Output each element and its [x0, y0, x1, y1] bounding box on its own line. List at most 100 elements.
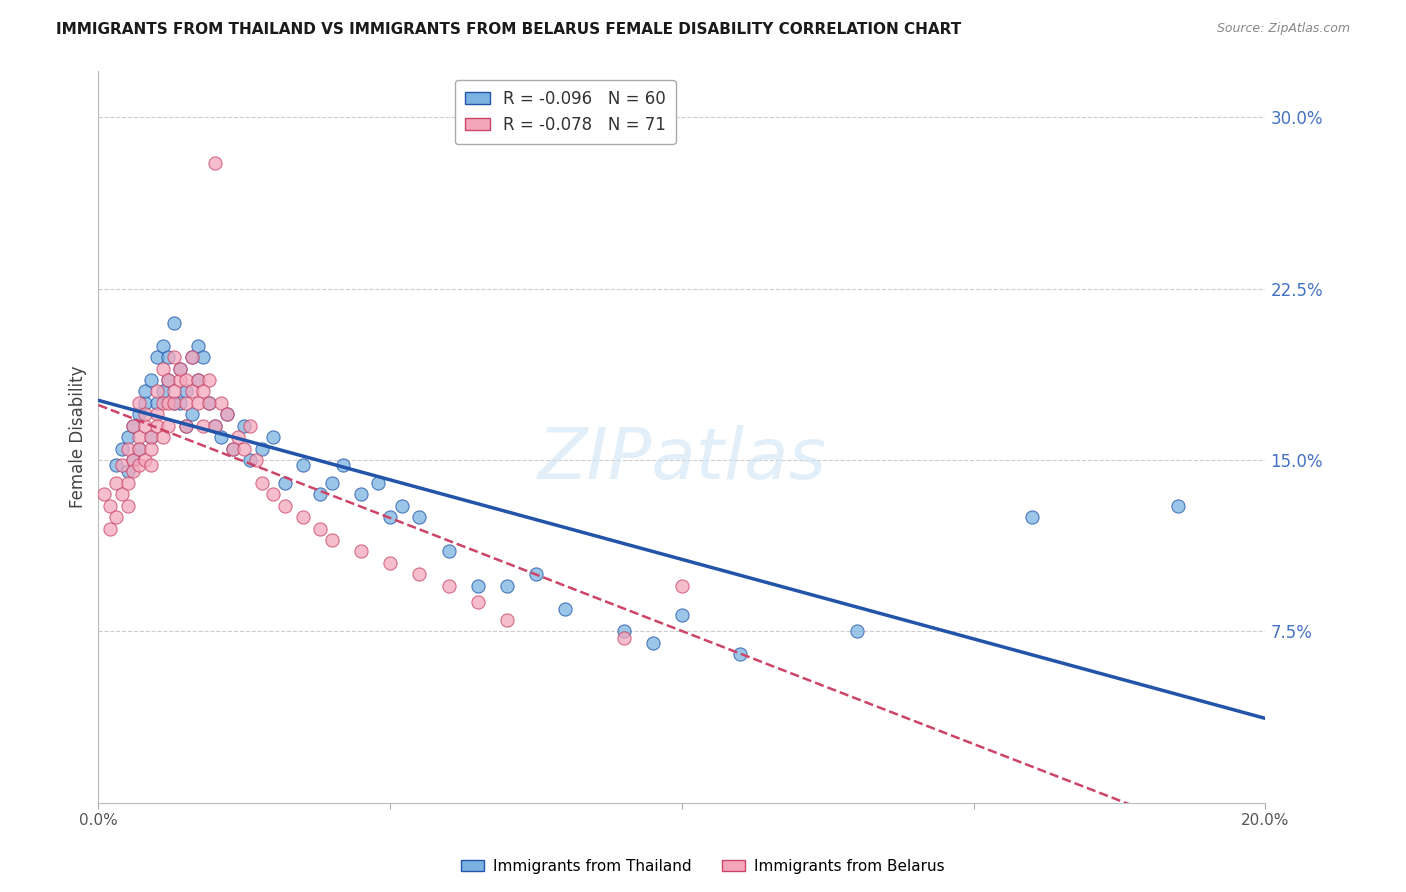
Point: [408, 567, 430, 582]
Point: [128, 407, 150, 421]
Point: [321, 475, 343, 490]
Point: [209, 396, 232, 410]
Point: [157, 350, 180, 364]
Point: [117, 430, 139, 444]
Point: [104, 475, 127, 490]
Point: [221, 442, 243, 456]
Point: [174, 418, 197, 433]
Point: [250, 442, 273, 456]
Point: [193, 418, 215, 433]
Point: [174, 418, 197, 433]
Point: [163, 350, 186, 364]
Point: [239, 453, 262, 467]
Point: [117, 499, 139, 513]
Point: [128, 458, 150, 472]
Point: [495, 579, 517, 593]
Point: [169, 361, 191, 376]
Point: [291, 458, 314, 472]
Point: [180, 350, 202, 364]
Point: [134, 384, 156, 399]
Point: [169, 396, 191, 410]
Point: [134, 453, 156, 467]
Point: [157, 373, 180, 387]
Point: [180, 384, 202, 399]
Text: IMMIGRANTS FROM THAILAND VS IMMIGRANTS FROM BELARUS FEMALE DISABILITY CORRELATIO: IMMIGRANTS FROM THAILAND VS IMMIGRANTS F…: [56, 22, 962, 37]
Point: [228, 430, 250, 444]
Point: [204, 418, 226, 433]
Point: [239, 418, 262, 433]
Point: [437, 544, 460, 558]
Point: [157, 373, 180, 387]
Point: [262, 487, 284, 501]
Legend: R = -0.096   N = 60, R = -0.078   N = 71: R = -0.096 N = 60, R = -0.078 N = 71: [454, 79, 676, 144]
Point: [98, 521, 121, 535]
Point: [245, 453, 267, 467]
Point: [204, 155, 226, 169]
Point: [180, 350, 202, 364]
Point: [139, 458, 162, 472]
Point: [111, 442, 134, 456]
Point: [122, 418, 145, 433]
Point: [309, 521, 332, 535]
Point: [174, 384, 197, 399]
Point: [146, 407, 169, 421]
Point: [187, 373, 209, 387]
Point: [378, 510, 402, 524]
Point: [146, 384, 169, 399]
Point: [437, 579, 460, 593]
Point: [728, 647, 751, 661]
Point: [193, 384, 215, 399]
Point: [117, 442, 139, 456]
Point: [274, 475, 297, 490]
Point: [139, 430, 162, 444]
Point: [612, 624, 634, 639]
Point: [250, 475, 273, 490]
Point: [117, 475, 139, 490]
Point: [152, 384, 174, 399]
Point: [174, 373, 197, 387]
Point: [187, 396, 209, 410]
Point: [152, 430, 174, 444]
Point: [122, 453, 145, 467]
Point: [128, 442, 150, 456]
Point: [163, 396, 186, 410]
Point: [122, 464, 145, 478]
Point: [98, 499, 121, 513]
Text: Source: ZipAtlas.com: Source: ZipAtlas.com: [1216, 22, 1350, 36]
Point: [152, 338, 174, 352]
Point: [845, 624, 868, 639]
Point: [204, 418, 226, 433]
Point: [198, 396, 221, 410]
Point: [367, 475, 389, 490]
Point: [128, 430, 150, 444]
Text: ZIPatlas: ZIPatlas: [537, 425, 827, 493]
Point: [117, 464, 139, 478]
Point: [391, 499, 413, 513]
Point: [350, 544, 373, 558]
Point: [187, 338, 209, 352]
Point: [215, 407, 238, 421]
Point: [198, 396, 221, 410]
Point: [193, 350, 215, 364]
Point: [169, 361, 191, 376]
Point: [209, 430, 232, 444]
Point: [180, 407, 202, 421]
Point: [408, 510, 430, 524]
Point: [169, 373, 191, 387]
Point: [215, 407, 238, 421]
Point: [157, 396, 180, 410]
Point: [262, 430, 284, 444]
Point: [554, 601, 576, 615]
Point: [671, 608, 693, 623]
Point: [174, 396, 197, 410]
Point: [467, 594, 489, 608]
Point: [104, 510, 127, 524]
Point: [139, 442, 162, 456]
Point: [187, 373, 209, 387]
Point: [332, 458, 354, 472]
Point: [128, 442, 150, 456]
Point: [93, 487, 115, 501]
Point: [139, 373, 162, 387]
Point: [163, 396, 186, 410]
Point: [321, 533, 343, 547]
